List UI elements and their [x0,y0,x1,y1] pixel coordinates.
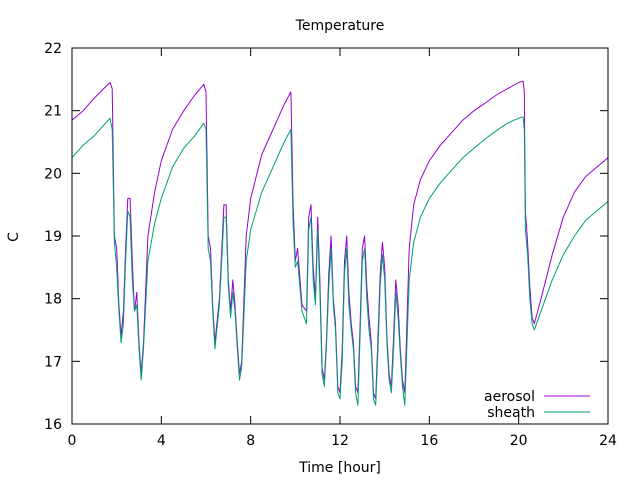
series-line-sheath [71,116,609,406]
y-tick-label: 17 [44,354,62,370]
series-line-aerosol [71,80,609,400]
y-tick-label: 22 [44,41,62,57]
series-lines [71,80,609,406]
tick-labels: 0 4 8 12 16 20 24 16 17 18 19 20 21 22 [44,41,617,449]
y-tick-label: 20 [44,166,62,182]
y-tick-label: 21 [44,104,62,120]
x-tick-label: 4 [157,433,166,449]
x-axis-title: Time [hour] [298,460,381,476]
x-tick-label: 0 [68,433,77,449]
chart-title: Temperature [295,18,385,34]
y-tick-label: 18 [44,292,62,308]
legend-label-aerosol: aerosol [484,389,535,405]
y-tick-label: 16 [44,417,62,433]
y-axis-title: C [6,232,22,242]
legend-label-sheath: sheath [487,405,535,421]
plot-frame [71,47,609,425]
x-tick-label: 20 [510,433,528,449]
y-tick-label: 19 [44,229,62,245]
x-tick-label: 12 [331,433,349,449]
x-tick-label: 8 [246,433,255,449]
x-tick-label: 24 [599,433,617,449]
x-tick-label: 16 [420,433,438,449]
